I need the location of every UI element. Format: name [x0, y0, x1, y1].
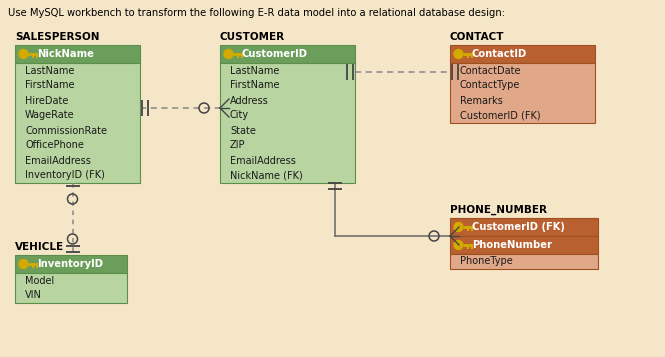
Text: CUSTOMER: CUSTOMER — [220, 32, 285, 42]
Text: Remarks: Remarks — [460, 96, 503, 106]
Circle shape — [19, 260, 28, 268]
Text: City: City — [230, 111, 249, 121]
FancyBboxPatch shape — [15, 273, 127, 303]
Text: Model: Model — [25, 276, 55, 286]
Text: NickName (FK): NickName (FK) — [230, 171, 303, 181]
FancyBboxPatch shape — [220, 45, 355, 63]
FancyBboxPatch shape — [15, 45, 140, 63]
Text: LastName: LastName — [230, 65, 279, 75]
Text: OfficePhone: OfficePhone — [25, 141, 84, 151]
FancyBboxPatch shape — [450, 218, 598, 236]
Text: PhoneType: PhoneType — [460, 256, 513, 266]
Text: InventoryID (FK): InventoryID (FK) — [25, 171, 105, 181]
Text: CustomerID (FK): CustomerID (FK) — [460, 111, 541, 121]
FancyBboxPatch shape — [220, 63, 355, 183]
Text: FirstName: FirstName — [25, 80, 74, 91]
FancyBboxPatch shape — [450, 254, 598, 269]
FancyBboxPatch shape — [450, 45, 595, 63]
Text: VEHICLE: VEHICLE — [15, 242, 64, 252]
Text: ContactDate: ContactDate — [460, 65, 521, 75]
Text: HireDate: HireDate — [25, 96, 68, 106]
FancyBboxPatch shape — [15, 63, 140, 183]
Text: PhoneNumber: PhoneNumber — [472, 240, 552, 250]
Text: CommissionRate: CommissionRate — [25, 126, 107, 136]
Circle shape — [224, 50, 233, 59]
FancyBboxPatch shape — [450, 236, 598, 254]
Circle shape — [454, 241, 463, 250]
Text: CustomerID (FK): CustomerID (FK) — [472, 222, 565, 232]
Circle shape — [19, 50, 28, 59]
Text: VIN: VIN — [25, 291, 42, 301]
Text: ZIP: ZIP — [230, 141, 245, 151]
Text: LastName: LastName — [25, 65, 74, 75]
Text: PHONE_NUMBER: PHONE_NUMBER — [450, 205, 547, 215]
Text: NickName: NickName — [37, 49, 94, 59]
Text: InventoryID: InventoryID — [37, 259, 103, 269]
Text: Use MySQL workbench to transform the following E-R data model into a relational : Use MySQL workbench to transform the fol… — [8, 8, 505, 18]
Text: EmailAddress: EmailAddress — [230, 156, 296, 166]
Text: SALESPERSON: SALESPERSON — [15, 32, 100, 42]
Text: ContactType: ContactType — [460, 80, 521, 91]
FancyBboxPatch shape — [15, 255, 127, 273]
Text: FirstName: FirstName — [230, 80, 279, 91]
Text: CustomerID: CustomerID — [242, 49, 308, 59]
Circle shape — [454, 222, 463, 231]
Text: CONTACT: CONTACT — [450, 32, 505, 42]
FancyBboxPatch shape — [450, 63, 595, 123]
Circle shape — [454, 50, 463, 59]
Text: EmailAddress: EmailAddress — [25, 156, 91, 166]
Text: ContactID: ContactID — [472, 49, 527, 59]
Text: WageRate: WageRate — [25, 111, 74, 121]
Text: State: State — [230, 126, 256, 136]
Text: Address: Address — [230, 96, 269, 106]
